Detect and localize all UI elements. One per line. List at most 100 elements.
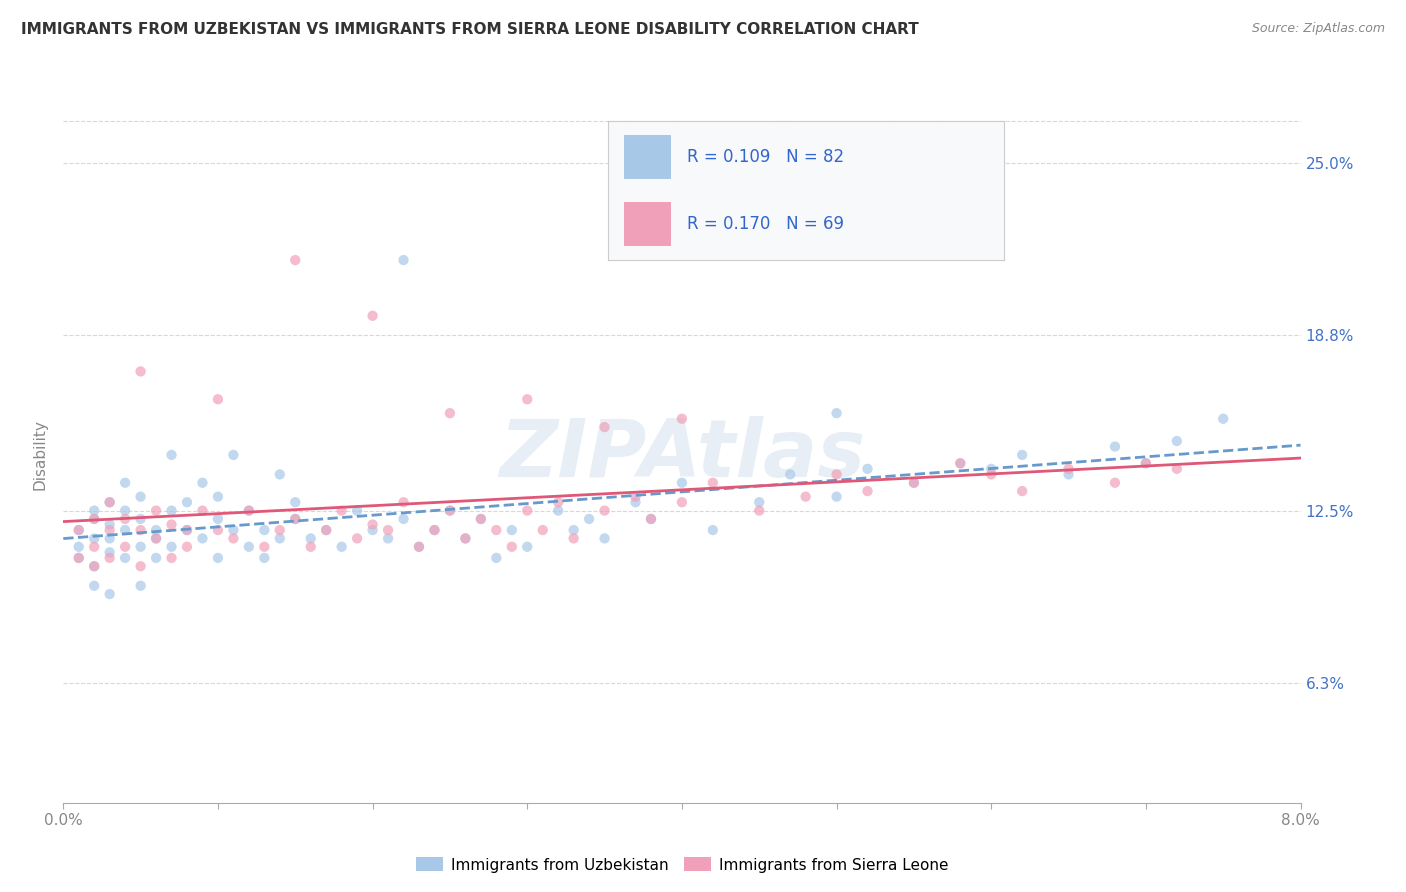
Point <box>470 512 492 526</box>
Point <box>1166 434 1188 448</box>
Point <box>145 532 167 546</box>
Point <box>98 550 121 565</box>
Point <box>1057 467 1080 482</box>
Point <box>377 523 399 537</box>
Point <box>624 490 647 504</box>
Point <box>67 540 90 554</box>
Point <box>1104 475 1126 490</box>
Point <box>145 550 167 565</box>
Text: ZIPAtlas: ZIPAtlas <box>499 416 865 494</box>
Point <box>392 495 415 509</box>
Point <box>67 550 90 565</box>
Point <box>454 532 477 546</box>
Legend: Immigrants from Uzbekistan, Immigrants from Sierra Leone: Immigrants from Uzbekistan, Immigrants f… <box>409 851 955 879</box>
Point <box>516 540 538 554</box>
Point <box>238 503 260 517</box>
Point <box>980 467 1002 482</box>
Point <box>129 490 152 504</box>
Point <box>98 517 121 532</box>
Point <box>501 540 523 554</box>
Point <box>98 495 121 509</box>
Point <box>1135 456 1157 470</box>
Point <box>222 448 245 462</box>
Point <box>361 517 384 532</box>
Point <box>145 523 167 537</box>
Point <box>856 484 879 499</box>
Point <box>439 503 461 517</box>
Point <box>284 512 307 526</box>
Point <box>748 495 770 509</box>
Point <box>1011 448 1033 462</box>
Point <box>160 550 183 565</box>
Point <box>114 540 136 554</box>
Point <box>83 503 105 517</box>
Point <box>361 309 384 323</box>
Point <box>114 523 136 537</box>
Point <box>238 540 260 554</box>
Point <box>501 523 523 537</box>
Point <box>67 523 90 537</box>
Point <box>1057 462 1080 476</box>
Point <box>903 475 925 490</box>
Point <box>269 467 291 482</box>
Point <box>578 512 600 526</box>
Point <box>903 475 925 490</box>
Point <box>299 532 322 546</box>
Point <box>284 512 307 526</box>
Point <box>439 406 461 420</box>
Point <box>408 540 430 554</box>
Point <box>160 503 183 517</box>
Point <box>145 503 167 517</box>
Point <box>98 545 121 559</box>
Point <box>129 579 152 593</box>
Point <box>1135 456 1157 470</box>
Point <box>269 532 291 546</box>
Point <box>83 532 105 546</box>
Point <box>83 512 105 526</box>
Point <box>439 503 461 517</box>
Point <box>825 467 848 482</box>
Point <box>346 503 368 517</box>
Point <box>253 550 276 565</box>
Point <box>640 512 662 526</box>
Point <box>114 503 136 517</box>
Point <box>392 512 415 526</box>
Point <box>485 550 508 565</box>
Point <box>547 503 569 517</box>
Point <box>1212 411 1234 425</box>
Point <box>624 495 647 509</box>
Point <box>562 523 585 537</box>
Point <box>702 475 724 490</box>
Point <box>408 540 430 554</box>
Point <box>160 448 183 462</box>
Point <box>83 579 105 593</box>
Point <box>516 503 538 517</box>
Point <box>346 532 368 546</box>
Point <box>330 503 353 517</box>
Point <box>191 532 214 546</box>
Point <box>423 523 446 537</box>
Point <box>207 550 229 565</box>
Point <box>702 523 724 537</box>
Point <box>949 456 972 470</box>
Text: Source: ZipAtlas.com: Source: ZipAtlas.com <box>1251 22 1385 36</box>
Point <box>160 540 183 554</box>
Point <box>129 364 152 378</box>
Point <box>176 523 198 537</box>
Point <box>98 587 121 601</box>
Point <box>284 495 307 509</box>
Point <box>980 462 1002 476</box>
Point <box>129 540 152 554</box>
Point <box>392 253 415 268</box>
Point <box>114 512 136 526</box>
Point <box>129 523 152 537</box>
Point <box>330 540 353 554</box>
Point <box>176 523 198 537</box>
Point <box>377 532 399 546</box>
Point <box>361 523 384 537</box>
Point <box>671 495 693 509</box>
Point <box>98 532 121 546</box>
Point <box>98 523 121 537</box>
Point <box>253 540 276 554</box>
Point <box>1011 484 1033 499</box>
